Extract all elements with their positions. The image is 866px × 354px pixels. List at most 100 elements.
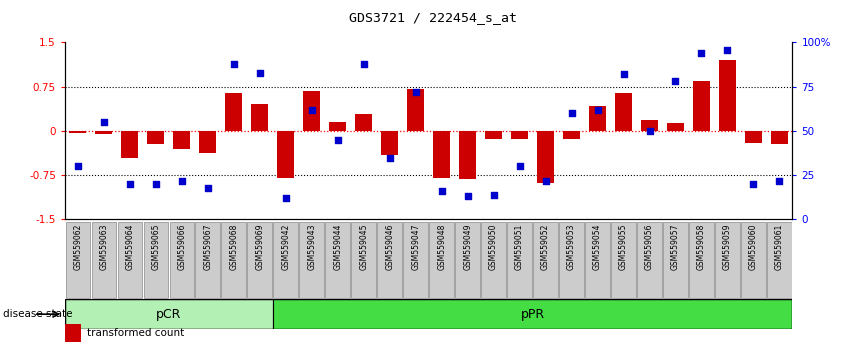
Point: [643, 128, 656, 134]
FancyBboxPatch shape: [118, 222, 142, 298]
Bar: [69, 131, 87, 133]
Bar: [615, 93, 632, 131]
FancyBboxPatch shape: [352, 222, 376, 298]
Text: GSM559046: GSM559046: [385, 224, 394, 270]
Text: pCR: pCR: [156, 308, 182, 321]
FancyBboxPatch shape: [663, 222, 688, 298]
Text: GSM559057: GSM559057: [671, 224, 680, 270]
FancyBboxPatch shape: [65, 299, 273, 329]
Point: [149, 181, 163, 187]
Bar: [303, 91, 320, 131]
Bar: [251, 104, 268, 131]
FancyBboxPatch shape: [170, 222, 194, 298]
Text: GSM559065: GSM559065: [152, 224, 160, 270]
Point: [539, 178, 553, 183]
FancyBboxPatch shape: [611, 222, 636, 298]
Point: [305, 107, 319, 113]
Point: [253, 70, 267, 75]
FancyBboxPatch shape: [66, 222, 90, 298]
Point: [695, 50, 708, 56]
Point: [721, 47, 734, 52]
Point: [97, 119, 111, 125]
FancyBboxPatch shape: [715, 222, 740, 298]
Point: [617, 72, 630, 77]
Point: [669, 79, 682, 84]
FancyBboxPatch shape: [481, 222, 506, 298]
Text: GSM559051: GSM559051: [515, 224, 524, 270]
Point: [123, 181, 137, 187]
Bar: [355, 114, 372, 131]
Point: [487, 192, 501, 198]
Text: GSM559047: GSM559047: [411, 224, 420, 270]
Point: [175, 178, 189, 183]
Point: [279, 195, 293, 201]
FancyBboxPatch shape: [248, 222, 272, 298]
FancyBboxPatch shape: [533, 222, 558, 298]
FancyBboxPatch shape: [559, 222, 584, 298]
Bar: [199, 131, 216, 153]
Point: [435, 188, 449, 194]
FancyBboxPatch shape: [507, 222, 532, 298]
FancyBboxPatch shape: [637, 222, 662, 298]
Bar: [771, 131, 788, 144]
Point: [71, 164, 85, 169]
FancyBboxPatch shape: [326, 222, 350, 298]
FancyBboxPatch shape: [430, 222, 454, 298]
Point: [383, 155, 397, 160]
Text: GSM559055: GSM559055: [619, 224, 628, 270]
Point: [357, 61, 371, 67]
Text: GSM559069: GSM559069: [255, 224, 264, 270]
Text: GSM559061: GSM559061: [775, 224, 784, 270]
Text: GSM559053: GSM559053: [567, 224, 576, 270]
Bar: [147, 131, 165, 144]
Bar: [641, 120, 658, 131]
Text: GSM559058: GSM559058: [697, 224, 706, 270]
Bar: [485, 131, 502, 139]
Text: GSM559050: GSM559050: [489, 224, 498, 270]
Text: GSM559063: GSM559063: [100, 224, 108, 270]
Point: [772, 178, 786, 183]
Bar: [381, 131, 398, 155]
Text: GSM559064: GSM559064: [126, 224, 134, 270]
FancyBboxPatch shape: [92, 222, 116, 298]
Text: GSM559048: GSM559048: [437, 224, 446, 270]
Text: disease state: disease state: [3, 309, 72, 319]
Text: GSM559052: GSM559052: [541, 224, 550, 270]
Bar: [511, 131, 528, 139]
FancyBboxPatch shape: [741, 222, 766, 298]
Text: transformed count: transformed count: [87, 328, 184, 338]
FancyBboxPatch shape: [585, 222, 610, 298]
Bar: [719, 60, 736, 131]
Bar: [667, 123, 684, 131]
Bar: [277, 131, 294, 178]
Bar: [589, 106, 606, 131]
Point: [591, 107, 604, 113]
Text: GSM559059: GSM559059: [723, 224, 732, 270]
Text: GSM559062: GSM559062: [74, 224, 82, 270]
Bar: [225, 93, 242, 131]
Text: GSM559044: GSM559044: [333, 224, 342, 270]
FancyBboxPatch shape: [404, 222, 428, 298]
Point: [201, 185, 215, 190]
Bar: [407, 88, 424, 131]
FancyBboxPatch shape: [196, 222, 220, 298]
Point: [513, 164, 527, 169]
Text: GSM559056: GSM559056: [645, 224, 654, 270]
FancyBboxPatch shape: [378, 222, 402, 298]
Point: [227, 61, 241, 67]
Text: GSM559043: GSM559043: [307, 224, 316, 270]
Point: [746, 181, 760, 187]
Text: pPR: pPR: [520, 308, 545, 321]
Bar: [693, 81, 710, 131]
FancyBboxPatch shape: [767, 222, 792, 298]
Bar: [537, 131, 554, 183]
Text: GSM559042: GSM559042: [281, 224, 290, 270]
Bar: [563, 131, 580, 139]
Text: GSM559045: GSM559045: [359, 224, 368, 270]
Text: GSM559054: GSM559054: [593, 224, 602, 270]
Bar: [745, 131, 762, 143]
Bar: [95, 131, 113, 134]
Text: GSM559067: GSM559067: [204, 224, 212, 270]
FancyBboxPatch shape: [273, 299, 792, 329]
FancyBboxPatch shape: [689, 222, 714, 298]
